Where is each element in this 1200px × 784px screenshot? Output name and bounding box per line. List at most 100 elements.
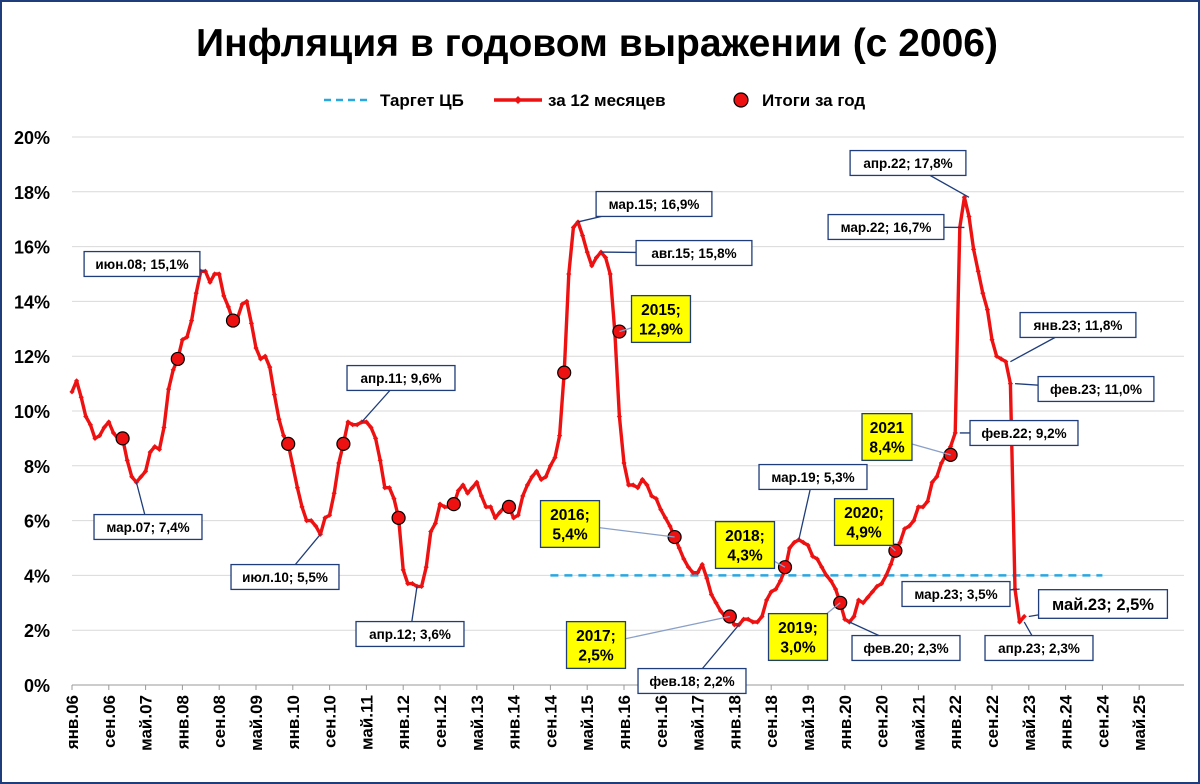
series-point bbox=[842, 616, 848, 622]
callout-box bbox=[346, 364, 456, 392]
callout-box bbox=[758, 463, 868, 491]
annual-point bbox=[446, 497, 461, 512]
series-point bbox=[934, 474, 940, 480]
series-point bbox=[649, 493, 655, 499]
series-point bbox=[267, 364, 273, 370]
x-tick-label: май.25 bbox=[1130, 695, 1149, 751]
callout-text: мар.19; 5,3% bbox=[771, 470, 854, 485]
series-point bbox=[552, 454, 558, 461]
x-tick-label: сен.06 bbox=[100, 695, 119, 748]
callout-text: 2018; bbox=[725, 528, 765, 545]
series-point bbox=[879, 581, 885, 587]
series-point bbox=[253, 345, 259, 351]
series-point bbox=[810, 553, 816, 559]
series-point bbox=[704, 575, 710, 581]
series-layer bbox=[69, 194, 1027, 628]
series-point bbox=[911, 518, 917, 524]
x-tick-label: май.23 bbox=[1020, 695, 1039, 751]
x-tick-label: янв.18 bbox=[725, 695, 744, 750]
callout-text: июл.10; 5,5% bbox=[242, 570, 328, 585]
annual-point bbox=[557, 365, 572, 380]
series-point bbox=[327, 512, 333, 518]
series-point bbox=[874, 583, 880, 589]
callout-text: 8,4% bbox=[869, 440, 905, 457]
callout-text: 3,0% bbox=[780, 640, 816, 657]
callout-text: 2017; bbox=[576, 628, 616, 645]
callout-box bbox=[714, 520, 776, 570]
x-tick-label: янв.24 bbox=[1057, 694, 1076, 750]
series-point bbox=[478, 493, 484, 499]
x-tick-label: сен.22 bbox=[983, 695, 1002, 748]
callout: мар.15; 16,9% bbox=[577, 190, 713, 223]
series-point bbox=[819, 564, 825, 570]
callout-box bbox=[849, 149, 967, 177]
annual-point bbox=[170, 351, 185, 367]
callout-text: 2015; bbox=[641, 302, 681, 319]
series-point bbox=[465, 490, 471, 496]
callout: июл.10; 5,5% bbox=[230, 533, 340, 591]
series-point bbox=[193, 290, 199, 296]
series-point bbox=[538, 476, 544, 483]
series-point bbox=[833, 586, 839, 592]
callout-text: апр.11; 9,6% bbox=[361, 371, 442, 386]
series-point bbox=[110, 430, 116, 436]
series-point bbox=[83, 413, 89, 420]
series-point bbox=[971, 246, 977, 252]
series-point bbox=[294, 485, 300, 491]
x-tick-label: май.21 bbox=[909, 695, 928, 751]
series-point bbox=[856, 597, 862, 603]
series-point bbox=[455, 487, 461, 494]
callout-text: 4,9% bbox=[846, 525, 882, 542]
x-tick-label: сен.16 bbox=[652, 695, 671, 748]
series-point bbox=[708, 591, 714, 598]
series-point bbox=[442, 504, 448, 510]
series-point bbox=[382, 485, 388, 491]
series-point bbox=[598, 249, 604, 255]
x-tick-label: янв.12 bbox=[394, 695, 413, 750]
series-point bbox=[350, 422, 356, 428]
x-tick-label: янв.20 bbox=[836, 695, 855, 750]
x-tick-label: сен.12 bbox=[431, 695, 450, 748]
x-tick-label: май.09 bbox=[247, 695, 266, 751]
series-point bbox=[764, 597, 770, 603]
series-point bbox=[156, 446, 162, 452]
series-point bbox=[483, 504, 489, 510]
series-point bbox=[405, 581, 411, 587]
series-point bbox=[566, 271, 572, 277]
callout: фев.22; 9,2% bbox=[959, 419, 1079, 447]
series-point bbox=[520, 493, 526, 499]
series-point bbox=[276, 416, 282, 422]
callout-text: апр.12; 3,6% bbox=[369, 627, 451, 642]
y-tick-label: 18% bbox=[14, 183, 50, 203]
callout: 2019; 3,0% bbox=[767, 602, 841, 662]
series-point bbox=[980, 290, 986, 296]
y-tick-label: 0% bbox=[24, 676, 50, 696]
series-point bbox=[570, 224, 576, 231]
series-point bbox=[437, 501, 443, 507]
x-tick-label: май.07 bbox=[137, 695, 156, 751]
series-point bbox=[851, 613, 857, 620]
series-point bbox=[635, 485, 641, 491]
series-point bbox=[524, 482, 530, 488]
series-point bbox=[124, 457, 130, 463]
callout: фев.23; 11,0% bbox=[1014, 375, 1155, 403]
series-point bbox=[718, 608, 724, 614]
callout-text: авг.15; 15,8% bbox=[651, 246, 736, 261]
series-point bbox=[386, 485, 392, 491]
series-point bbox=[759, 613, 765, 620]
callout: 2018; 4,3% bbox=[714, 520, 786, 570]
series-point bbox=[713, 600, 719, 606]
callout: апр.12; 3,6% bbox=[355, 586, 465, 648]
series-point bbox=[860, 600, 866, 606]
series-point bbox=[989, 337, 995, 343]
series-point bbox=[290, 463, 296, 469]
callout: мар.22; 16,7% bbox=[827, 213, 965, 241]
series-point bbox=[322, 515, 328, 521]
series-point bbox=[745, 616, 751, 622]
series-point bbox=[239, 301, 245, 307]
series-point bbox=[814, 556, 820, 562]
series-point bbox=[639, 476, 645, 483]
callout-box bbox=[83, 250, 201, 278]
series-point bbox=[271, 391, 277, 398]
